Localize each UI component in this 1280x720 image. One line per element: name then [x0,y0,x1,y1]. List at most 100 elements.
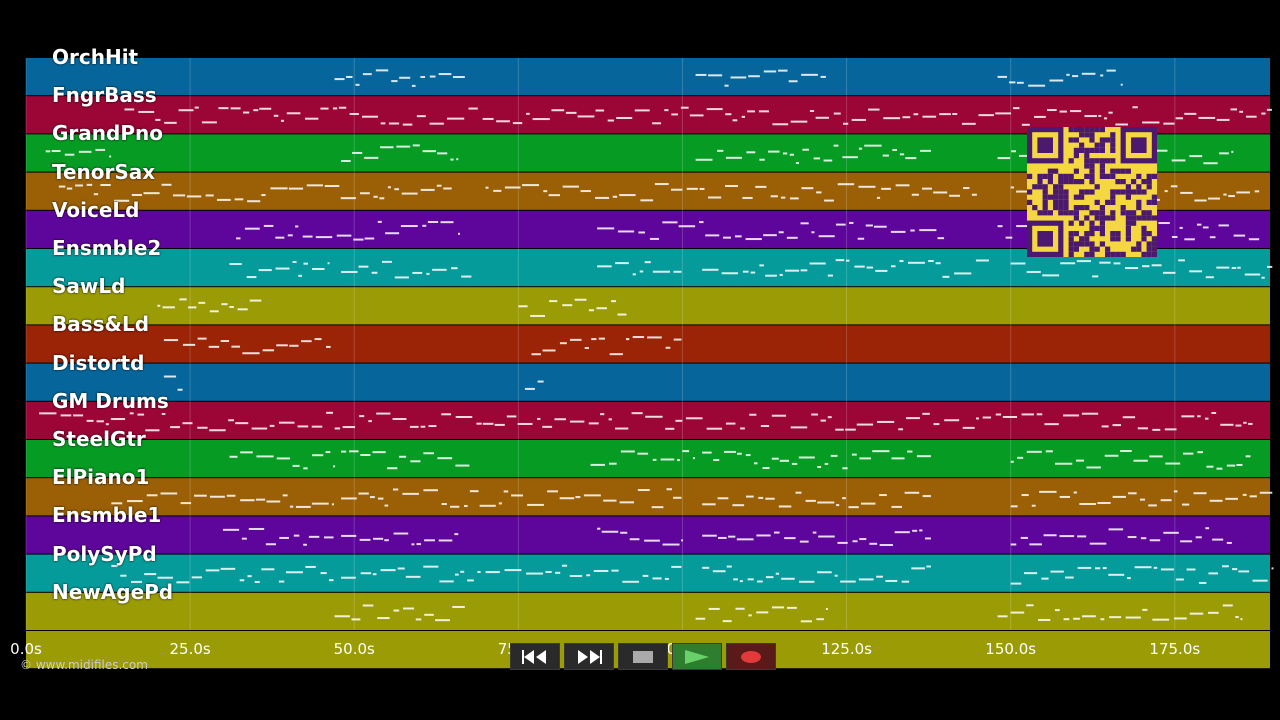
note-mark [637,452,649,455]
note-mark [182,343,196,346]
note-mark [1267,265,1273,268]
note-mark [1134,566,1152,569]
note-mark [706,427,723,430]
note-mark [364,237,375,240]
note-mark [1112,495,1126,498]
note-mark [420,425,426,428]
note-mark [1142,121,1160,124]
note-mark [781,577,795,580]
note-mark [1002,415,1018,418]
note-mark [261,194,266,197]
note-mark [164,121,177,124]
note-mark [607,119,614,122]
note-mark [895,184,910,187]
note-mark [305,117,319,120]
note-mark [854,265,865,268]
note-mark [1050,570,1064,573]
note-mark [368,420,372,423]
note-mark [713,459,720,462]
note-mark [336,234,352,237]
note-mark [186,195,202,198]
note-mark [385,232,400,235]
note-mark [733,578,738,581]
note-mark [226,494,236,497]
note-mark [314,338,322,341]
note-mark [1212,538,1224,541]
note-mark [338,106,347,109]
note-mark [1197,451,1203,454]
note-mark [740,427,745,430]
note-mark [1152,618,1170,621]
note-mark [1122,416,1136,419]
note-mark [825,608,828,611]
note-mark [622,580,640,583]
note-mark [706,108,723,111]
note-mark [180,502,192,505]
note-mark [1010,543,1017,546]
note-mark [772,123,789,126]
note-mark [686,187,698,190]
fast-forward-button[interactable] [564,643,614,670]
note-mark [51,150,61,153]
note-mark [342,426,356,429]
note-mark [280,119,285,122]
rewind-button[interactable] [510,643,560,670]
note-mark [835,223,846,226]
track-lane [26,516,1270,554]
note-mark [859,457,871,460]
note-mark [922,412,930,415]
note-mark [725,422,736,425]
note-mark [899,260,904,263]
note-mark [603,499,617,502]
note-mark [645,415,663,418]
note-mark [1198,581,1207,584]
note-mark [1066,73,1070,76]
note-mark [251,427,268,430]
stop-icon [633,650,653,663]
note-mark [789,197,799,200]
note-mark [851,118,867,121]
note-mark [498,502,502,505]
note-mark [1266,108,1272,111]
track-label: TenorSax [52,159,156,184]
play-button[interactable] [672,643,722,670]
track-lane [26,58,1270,96]
note-mark [652,577,662,580]
note-mark [848,221,854,224]
note-mark [1055,462,1073,465]
note-mark [422,224,427,227]
note-mark [532,118,550,121]
note-mark [129,412,134,415]
note-mark [795,162,799,165]
note-mark [1021,413,1034,416]
note-mark [1063,618,1070,621]
note-mark [584,347,589,350]
note-mark [240,499,255,502]
note-mark [341,159,351,162]
track-lane [26,401,1270,439]
note-mark [1171,235,1178,238]
note-mark [1175,117,1184,120]
note-mark [377,497,384,500]
note-mark [376,412,391,415]
note-mark [429,75,436,78]
note-mark [798,456,815,459]
note-mark [654,183,669,186]
note-mark [1252,579,1268,582]
note-mark [559,342,567,345]
note-mark [340,197,356,200]
note-mark [1039,490,1057,493]
note-mark [649,237,660,240]
note-mark [248,527,265,530]
record-button[interactable] [726,643,776,670]
note-mark [228,419,234,422]
note-mark [799,540,809,543]
note-mark [933,423,940,426]
note-mark [1193,492,1207,495]
note-mark [736,538,754,541]
note-mark [359,415,365,418]
note-mark [671,188,683,191]
note-mark [105,423,109,426]
note-mark [455,416,473,419]
stop-button[interactable] [618,643,668,670]
